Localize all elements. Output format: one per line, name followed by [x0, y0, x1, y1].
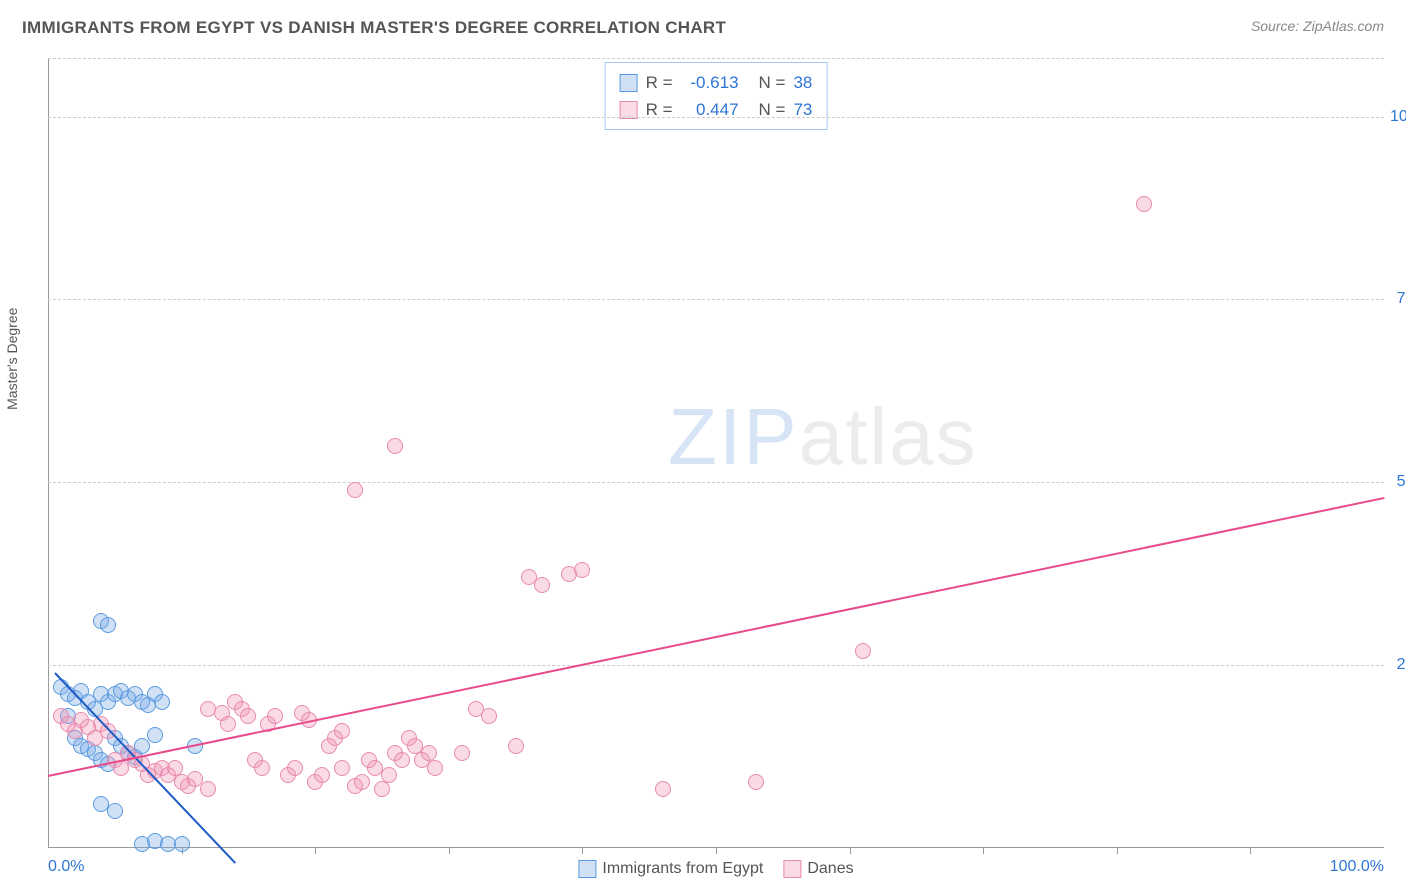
data-point — [855, 643, 871, 659]
gridline — [48, 482, 1384, 483]
data-point — [240, 708, 256, 724]
x-tick-mark — [983, 848, 984, 854]
gridline — [48, 299, 1384, 300]
x-tick-label: 100.0% — [1330, 858, 1384, 876]
data-point — [254, 760, 270, 776]
x-tick-mark — [315, 848, 316, 854]
correlation-legend: R = -0.613 N = 38 R = 0.447 N = 73 — [605, 62, 828, 130]
n-value: 38 — [793, 69, 812, 96]
x-tick-mark — [1117, 848, 1118, 854]
r-value: 0.447 — [681, 96, 739, 123]
data-point — [100, 617, 116, 633]
y-tick-label: 50.0% — [1390, 473, 1406, 491]
data-point — [334, 723, 350, 739]
r-label: R = — [646, 96, 673, 123]
chart-area: Master's Degree ZIPatlas R =-0.613N =38R… — [48, 58, 1384, 848]
x-tick-mark — [1250, 848, 1251, 854]
watermark: ZIPatlas — [668, 391, 977, 483]
n-value: 73 — [793, 96, 812, 123]
gridline — [48, 117, 1384, 118]
x-tick-mark — [850, 848, 851, 854]
legend-correlation-row: R = -0.613 N = 38 — [620, 69, 813, 96]
y-axis-label: Master's Degree — [4, 308, 20, 410]
legend-series-label: Immigrants from Egypt — [602, 860, 763, 878]
data-point — [354, 774, 370, 790]
data-point — [655, 781, 671, 797]
legend-series-label: Danes — [807, 860, 853, 878]
data-point — [1136, 196, 1152, 212]
data-point — [394, 752, 410, 768]
legend-correlation-row: R = 0.447 N = 73 — [620, 96, 813, 123]
x-tick-mark — [449, 848, 450, 854]
data-point — [267, 708, 283, 724]
y-tick-label: 25.0% — [1390, 656, 1406, 674]
data-point — [454, 745, 470, 761]
data-point — [427, 760, 443, 776]
r-label: R = — [646, 69, 673, 96]
data-point — [748, 774, 764, 790]
x-tick-mark — [716, 848, 717, 854]
data-point — [220, 716, 236, 732]
data-point — [481, 708, 497, 724]
chart-header: IMMIGRANTS FROM EGYPT VS DANISH MASTER'S… — [0, 0, 1406, 38]
data-point — [334, 760, 350, 776]
source-attribution: Source: ZipAtlas.com — [1251, 18, 1384, 34]
series-legend: Immigrants from Egypt Danes — [578, 860, 853, 878]
x-tick-label: 0.0% — [48, 858, 84, 876]
chart-title: IMMIGRANTS FROM EGYPT VS DANISH MASTER'S… — [22, 18, 726, 38]
legend-series-item: Immigrants from Egypt — [578, 860, 763, 878]
legend-swatch — [783, 860, 801, 878]
gridline — [48, 58, 1384, 59]
legend-swatch — [578, 860, 596, 878]
data-point — [287, 760, 303, 776]
n-label: N = — [759, 69, 786, 96]
data-point — [387, 438, 403, 454]
data-point — [421, 745, 437, 761]
x-tick-mark — [582, 848, 583, 854]
data-point — [534, 577, 550, 593]
gridline — [48, 665, 1384, 666]
y-tick-label: 75.0% — [1390, 290, 1406, 308]
data-point — [347, 482, 363, 498]
y-tick-label: 100.0% — [1390, 108, 1406, 126]
data-point — [200, 781, 216, 797]
data-point — [508, 738, 524, 754]
data-point — [574, 562, 590, 578]
trend-line — [48, 497, 1384, 777]
data-point — [174, 836, 190, 852]
y-axis-line — [48, 58, 49, 848]
data-point — [107, 803, 123, 819]
data-point — [187, 771, 203, 787]
data-point — [167, 760, 183, 776]
watermark-zip: ZIP — [668, 392, 798, 481]
plot-region: Master's Degree ZIPatlas R =-0.613N =38R… — [48, 58, 1384, 848]
n-label: N = — [759, 96, 786, 123]
data-point — [154, 694, 170, 710]
r-value: -0.613 — [681, 69, 739, 96]
data-point — [147, 727, 163, 743]
legend-series-item: Danes — [783, 860, 853, 878]
data-point — [381, 767, 397, 783]
legend-swatch — [620, 74, 638, 92]
watermark-atlas: atlas — [799, 392, 978, 481]
data-point — [374, 781, 390, 797]
data-point — [314, 767, 330, 783]
